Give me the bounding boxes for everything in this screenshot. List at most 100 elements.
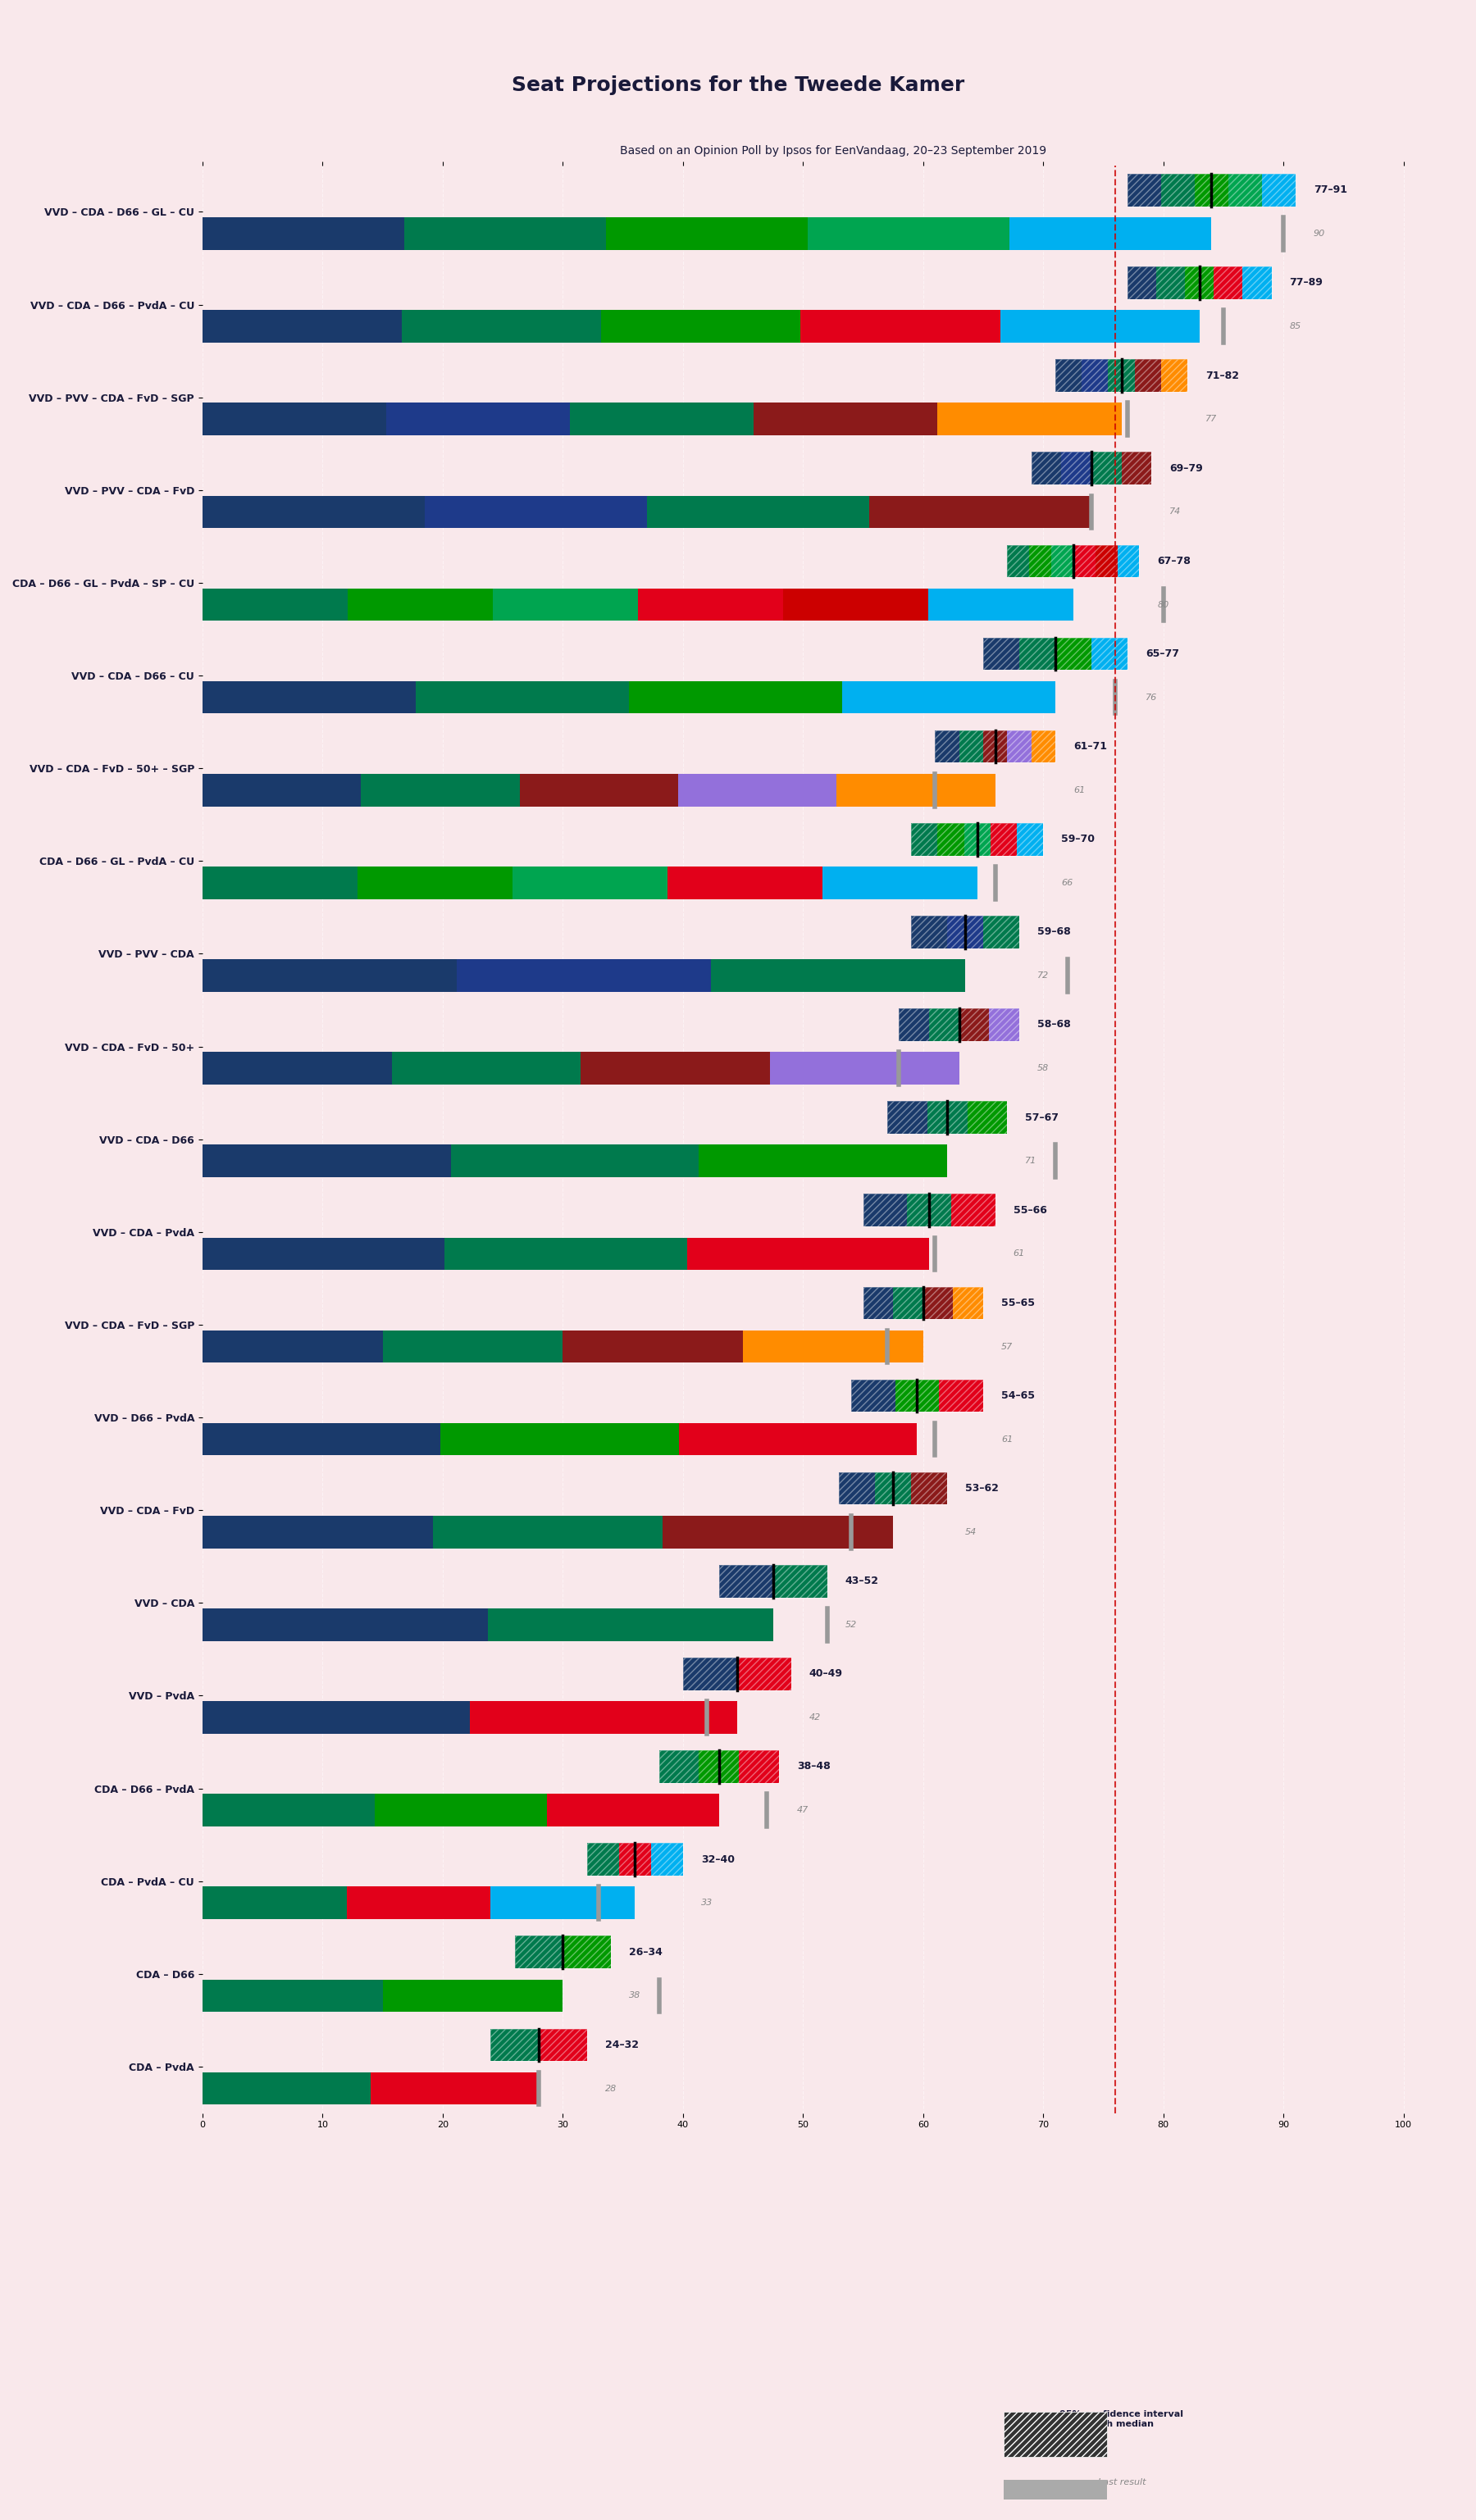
- Bar: [983, 731, 1007, 764]
- Text: 53–62: 53–62: [965, 1484, 999, 1494]
- Bar: [930, 1008, 959, 1041]
- Text: 43–52: 43–52: [846, 1575, 878, 1588]
- Bar: [1055, 360, 1187, 391]
- Bar: [607, 217, 807, 249]
- Bar: [539, 2029, 587, 2061]
- Bar: [1055, 360, 1082, 391]
- Bar: [432, 1515, 663, 1547]
- Bar: [773, 1565, 827, 1598]
- Text: 66: 66: [1061, 879, 1073, 887]
- Bar: [202, 403, 387, 436]
- Bar: [202, 1608, 487, 1641]
- Bar: [1128, 267, 1156, 300]
- Text: 55–66: 55–66: [1013, 1205, 1046, 1215]
- Bar: [807, 217, 1010, 249]
- Bar: [1095, 544, 1117, 577]
- Text: 72: 72: [1038, 970, 1049, 980]
- Bar: [852, 1378, 894, 1411]
- Bar: [444, 1237, 686, 1270]
- Bar: [800, 310, 1001, 343]
- Text: 71–82: 71–82: [1206, 370, 1238, 381]
- Text: 24–32: 24–32: [605, 2039, 639, 2051]
- Bar: [686, 1237, 930, 1270]
- Bar: [894, 1378, 939, 1411]
- Bar: [580, 1051, 770, 1084]
- Text: 61: 61: [1073, 786, 1085, 794]
- Bar: [937, 824, 964, 854]
- Bar: [202, 867, 357, 900]
- Bar: [711, 960, 965, 993]
- Bar: [911, 915, 1020, 948]
- Text: Last result: Last result: [1098, 2477, 1145, 2487]
- Text: 71: 71: [1026, 1157, 1038, 1164]
- Bar: [658, 1751, 779, 1782]
- Bar: [683, 1658, 737, 1691]
- Bar: [782, 587, 928, 620]
- Bar: [1010, 217, 1212, 249]
- Text: 55–65: 55–65: [1001, 1298, 1035, 1308]
- Bar: [1007, 731, 1032, 764]
- Bar: [515, 1935, 611, 1968]
- Bar: [391, 1051, 580, 1084]
- Bar: [936, 731, 959, 764]
- Bar: [837, 774, 995, 806]
- Bar: [401, 310, 601, 343]
- Bar: [202, 1144, 450, 1177]
- Bar: [667, 867, 822, 900]
- Bar: [357, 867, 512, 900]
- Bar: [863, 1194, 908, 1227]
- Bar: [852, 1378, 983, 1411]
- Bar: [911, 824, 1044, 854]
- Bar: [863, 1288, 893, 1318]
- Bar: [202, 1051, 391, 1084]
- Bar: [911, 1472, 948, 1504]
- Bar: [838, 1472, 948, 1504]
- Bar: [1185, 267, 1213, 300]
- Text: 57–67: 57–67: [1026, 1111, 1058, 1124]
- Bar: [469, 1701, 737, 1734]
- Bar: [742, 1331, 922, 1363]
- Bar: [927, 1101, 967, 1134]
- Bar: [202, 1794, 375, 1827]
- Text: 54: 54: [965, 1527, 977, 1537]
- Bar: [1117, 544, 1139, 577]
- Bar: [1073, 544, 1095, 577]
- Bar: [587, 1842, 618, 1875]
- Bar: [562, 1935, 611, 1968]
- Bar: [1032, 451, 1151, 484]
- Bar: [700, 1144, 948, 1177]
- Bar: [638, 587, 782, 620]
- Bar: [953, 1288, 983, 1318]
- Text: 61: 61: [1001, 1436, 1013, 1444]
- Text: 59–68: 59–68: [1038, 927, 1070, 937]
- Bar: [601, 310, 800, 343]
- Text: 77–91: 77–91: [1314, 184, 1348, 197]
- Text: 32–40: 32–40: [701, 1855, 735, 1865]
- Text: 77–89: 77–89: [1290, 277, 1322, 287]
- Bar: [1262, 174, 1296, 207]
- Bar: [387, 403, 570, 436]
- Bar: [990, 824, 1017, 854]
- Bar: [202, 1237, 444, 1270]
- Bar: [983, 638, 1020, 670]
- Bar: [911, 915, 948, 948]
- Bar: [202, 1424, 441, 1457]
- Bar: [967, 1101, 1007, 1134]
- Bar: [1228, 174, 1262, 207]
- Bar: [202, 1515, 432, 1547]
- Bar: [1055, 638, 1091, 670]
- Bar: [964, 824, 990, 854]
- Bar: [425, 496, 646, 529]
- Bar: [663, 1515, 893, 1547]
- Bar: [983, 915, 1020, 948]
- Bar: [370, 2071, 539, 2104]
- Bar: [515, 1935, 562, 1968]
- Bar: [700, 1751, 739, 1782]
- Text: 69–79: 69–79: [1169, 464, 1203, 474]
- Bar: [1128, 267, 1271, 300]
- Bar: [1032, 731, 1055, 764]
- Bar: [1213, 267, 1243, 300]
- Text: 38–48: 38–48: [797, 1761, 831, 1772]
- Bar: [1128, 174, 1296, 207]
- Bar: [719, 1565, 827, 1598]
